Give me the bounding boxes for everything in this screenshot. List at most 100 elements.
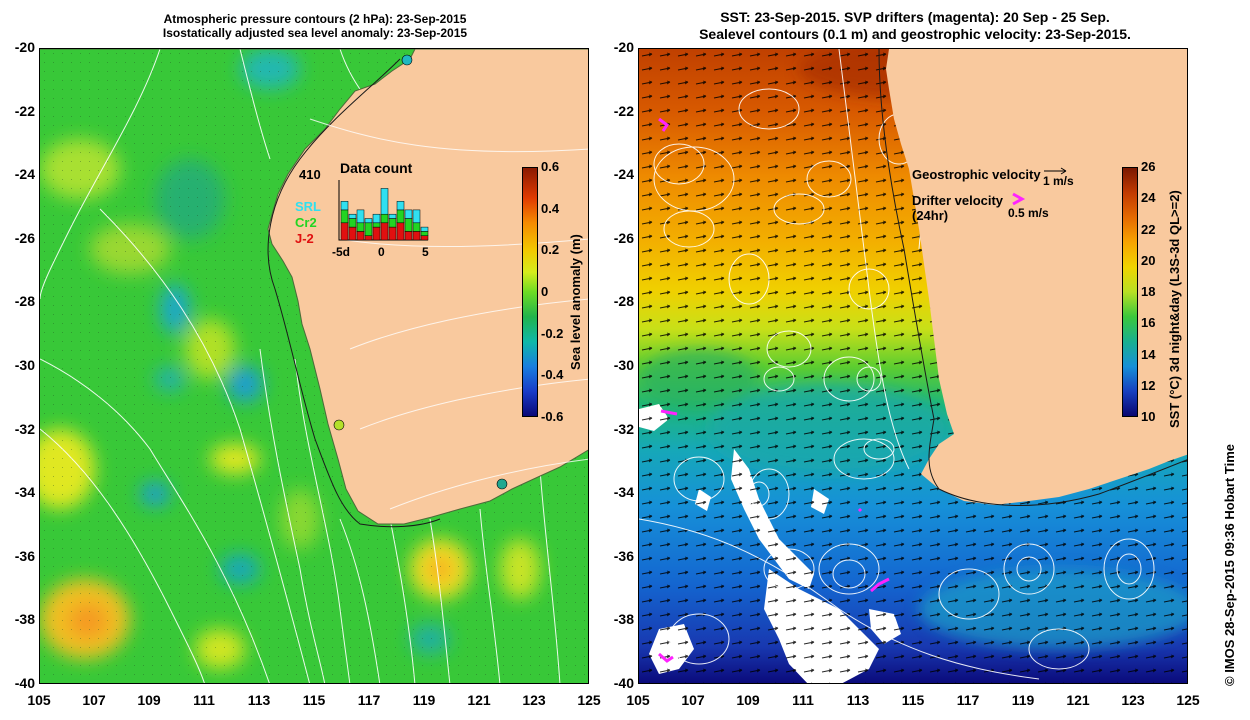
histogram-bar-j2: [404, 231, 413, 241]
colorbar-tick: 0.6: [541, 159, 560, 174]
left-latitude-tick: -38: [14, 611, 35, 628]
histogram-bar-j2: [420, 235, 429, 241]
sea-level-anomaly-map: [39, 48, 589, 684]
histogram-bar-srl: [340, 201, 349, 211]
right-latitude-tick: -30: [613, 357, 634, 373]
histogram-bar-srl: [364, 218, 373, 224]
right-longitude-tick: 111: [792, 692, 814, 708]
colorbar-tick: 22: [1141, 221, 1156, 237]
histogram-bar-cr2: [420, 231, 429, 236]
histogram-bar-j2: [380, 222, 389, 241]
right-latitude-tick: -40: [613, 675, 634, 691]
right-latitude-tick: -36: [613, 547, 634, 564]
left-latitude-tick: -34: [14, 484, 35, 501]
histogram-bar-j2: [372, 226, 381, 241]
sea-level-anomaly-svg: [40, 49, 588, 683]
histogram-bar-cr2: [340, 209, 349, 224]
sst-svg: [639, 49, 1187, 683]
australia-land: [40, 49, 588, 525]
colorbar-tick: 10: [1141, 409, 1156, 424]
histogram-tick-zero: 0: [378, 245, 385, 259]
colorbar-tick: 0: [541, 284, 549, 299]
histogram-bar-cr2: [372, 222, 381, 228]
colorbar-tick: 0.2: [541, 242, 560, 258]
drifter-velocity-period: (24hr): [912, 208, 949, 223]
drifter-track: [857, 507, 863, 513]
histogram-bar-cr2: [356, 222, 365, 232]
left-latitude-tick: -40: [14, 675, 35, 691]
left-longitude-tick: 121: [467, 692, 491, 708]
left-latitude-tick: -28: [14, 293, 35, 310]
colorbar-tick: 16: [1141, 315, 1156, 331]
right-latitude-tick: -34: [613, 484, 634, 501]
legend-srl: SRL: [295, 199, 321, 214]
right-longitude-tick: 115: [901, 692, 925, 708]
left-longitude-tick: 117: [357, 692, 381, 708]
histogram-tick-start: -5d: [332, 245, 350, 259]
colorbar-tick: 0.4: [541, 200, 560, 216]
right-longitude-tick: 107: [681, 692, 705, 708]
colorbar-tick: 26: [1141, 159, 1156, 174]
histogram-bar-srl: [420, 226, 429, 232]
right-latitude-tick: -26: [613, 229, 634, 246]
left-longitude-tick: 115: [302, 692, 326, 708]
right-latitude-tick: -32: [613, 420, 634, 437]
histogram-bar-j2: [356, 231, 365, 241]
svp-drifters: [658, 117, 890, 663]
drifter-velocity-arrow-icon: [1012, 192, 1026, 206]
left-title-line1: Atmospheric pressure contours (2 hPa): 2…: [163, 12, 467, 26]
sst-map: [638, 48, 1188, 684]
legend-cr2: Cr2: [295, 215, 317, 230]
histogram-bar-srl: [372, 213, 381, 224]
histogram-bar-srl: [348, 213, 357, 219]
right-title-line1: SST: 23-Sep-2015. SVP drifters (magenta)…: [720, 9, 1110, 25]
right-title-line2: Sealevel contours (0.1 m) and geostrophi…: [699, 26, 1131, 42]
colorbar-tick: -0.2: [541, 325, 564, 341]
data-count-number: 410: [299, 167, 321, 182]
left-latitude-tick: -30: [14, 357, 35, 373]
right-latitude-tick: -38: [613, 611, 634, 628]
histogram-bar-cr2: [348, 218, 357, 228]
sea-level-colorbar: [522, 167, 538, 417]
left-longitude-tick: 105: [27, 692, 51, 708]
colorbar-tick: 24: [1141, 190, 1156, 206]
histogram-bar-srl: [404, 209, 413, 219]
drifter-track: [658, 652, 674, 663]
histogram-bar-j2: [396, 222, 405, 241]
left-longitude-tick: 113: [247, 692, 271, 708]
geostrophic-velocity-label: Geostrophic velocity: [912, 167, 1041, 182]
geostrophic-velocity-arrow-icon: [1044, 167, 1067, 175]
colorbar-tick: 12: [1141, 377, 1156, 393]
histogram-bar-cr2: [404, 218, 413, 232]
sst-colorbar: [1122, 167, 1138, 417]
histogram-bar-srl: [388, 213, 397, 219]
left-latitude-tick: -20: [14, 39, 35, 55]
colorbar-tick: 14: [1141, 346, 1156, 362]
right-longitude-tick: 119: [1011, 692, 1035, 708]
sea-level-colorbar-label: Sea level anomaly (m): [568, 234, 583, 370]
histogram-bar-cr2: [396, 209, 405, 224]
right-latitude-tick: -24: [613, 166, 634, 183]
left-latitude-tick: -32: [14, 420, 35, 437]
colorbar-tick: 18: [1141, 284, 1156, 299]
left-title-line2: Isostatically adjusted sea level anomaly…: [162, 26, 468, 40]
right-latitude-tick: -22: [613, 102, 634, 119]
histogram-bar-cr2: [412, 222, 421, 232]
histogram-bar-srl: [412, 209, 421, 224]
tide-gauge-dot: [333, 419, 345, 431]
right-map-title: SST: 23-Sep-2015. SVP drifters (magenta)…: [640, 9, 1190, 43]
histogram-bar-j2: [348, 226, 357, 241]
colorbar-tick: -0.6: [541, 409, 564, 424]
sealevel-contours: [639, 49, 1155, 680]
histogram-bar-j2: [412, 231, 421, 241]
left-longitude-tick: 109: [137, 692, 161, 708]
histogram-bar-cr2: [380, 213, 389, 224]
legend-j2: J-2: [295, 231, 314, 246]
right-longitude-tick: 123: [1121, 692, 1145, 708]
shelf-contour: [878, 49, 1187, 506]
left-longitude-tick: 107: [82, 692, 106, 708]
left-longitude-tick: 123: [522, 692, 546, 708]
left-latitude-tick: -26: [14, 229, 35, 246]
right-longitude-tick: 113: [846, 692, 870, 708]
australia-land: [886, 49, 1187, 505]
